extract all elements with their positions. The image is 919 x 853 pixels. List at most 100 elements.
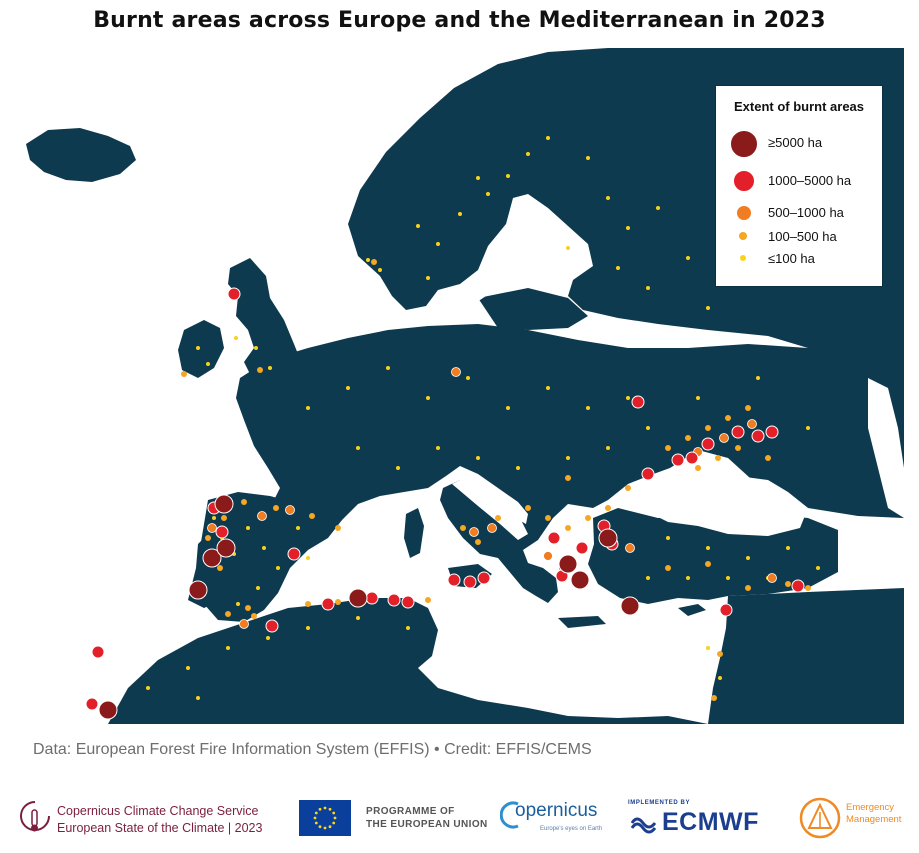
fire-dot	[378, 268, 382, 272]
fire-dot	[656, 206, 660, 210]
fire-dot	[726, 576, 730, 580]
fire-dot	[767, 573, 777, 583]
eu-programme-text: PROGRAMME OF THE EUROPEAN UNION	[366, 805, 488, 831]
legend-dot-icon	[740, 255, 746, 261]
fire-dot	[212, 516, 216, 520]
fire-dot	[605, 505, 611, 511]
eu-stars-icon	[313, 806, 337, 830]
fire-dot	[287, 547, 301, 561]
land-crete	[558, 616, 606, 628]
fire-dot	[711, 695, 717, 701]
c3s-logo-text: Copernicus Climate Change Service Europe…	[57, 803, 262, 837]
fire-dot	[257, 511, 267, 521]
fire-dot	[416, 224, 420, 228]
fire-dot	[546, 136, 550, 140]
fire-dot	[215, 525, 229, 539]
fire-dot	[543, 551, 553, 561]
fire-dot	[506, 406, 510, 410]
fire-dot	[495, 515, 501, 521]
legend-label: ≤100 ha	[768, 251, 815, 266]
land-ireland	[178, 320, 224, 378]
fire-dot	[246, 526, 250, 530]
c3s-line2: European State of the Climate | 2023	[57, 821, 263, 835]
fire-dot	[236, 602, 240, 606]
fire-dot	[646, 426, 650, 430]
fire-dot	[606, 446, 610, 450]
fire-dot	[626, 226, 630, 230]
map-legend: Extent of burnt areas ≥5000 ha 1000–5000…	[715, 85, 883, 287]
fire-dot	[558, 554, 578, 574]
fire-dot	[225, 611, 231, 617]
fire-dot	[756, 376, 760, 380]
fire-dot	[346, 386, 350, 390]
ecmwf-logo-text: ECMWF	[662, 808, 759, 836]
fire-dot	[186, 666, 190, 670]
fire-dot	[216, 538, 236, 558]
fire-dot	[747, 419, 757, 429]
fire-dot	[196, 696, 200, 700]
c3s-line1: Copernicus Climate Change Service	[57, 804, 259, 818]
land-britain	[228, 258, 302, 386]
fire-dot	[285, 505, 295, 515]
fire-dot	[719, 603, 733, 617]
legend-dot-icon	[739, 232, 747, 240]
fire-dot	[356, 446, 360, 450]
source-credit: Data: European Forest Fire Information S…	[33, 741, 592, 758]
black-sea	[640, 468, 808, 536]
fire-dot	[239, 619, 249, 629]
fire-dot	[254, 346, 258, 350]
emergency-management-icon	[799, 797, 841, 839]
fire-dot	[545, 515, 551, 521]
fire-dot	[202, 548, 222, 568]
fire-dot	[262, 546, 266, 550]
land-sardinia	[404, 508, 424, 558]
fire-dot	[305, 601, 311, 607]
fire-dot	[685, 451, 699, 465]
fire-dot	[196, 346, 200, 350]
map-title: Burnt areas across Europe and the Medite…	[93, 8, 826, 33]
fire-dot	[371, 259, 377, 265]
copernicus-c-icon	[500, 801, 519, 829]
land-baltics	[478, 288, 588, 330]
fire-dot	[234, 336, 238, 340]
fire-dot	[646, 286, 650, 290]
fire-dot	[276, 566, 280, 570]
fire-dot	[365, 591, 379, 605]
emergency-management-text: Emergency Management	[846, 802, 901, 826]
caspian-sea	[868, 378, 904, 518]
fire-dot	[566, 456, 570, 460]
fire-dot	[625, 485, 631, 491]
fire-dot	[207, 523, 217, 533]
legend-item-500-1000: 500–1000 ha	[716, 202, 882, 230]
fire-dot	[401, 595, 415, 609]
fire-dot	[436, 242, 440, 246]
fire-dot	[217, 565, 223, 571]
fire-dot	[469, 527, 479, 537]
copernicus-subtitle: Europe's eyes on Earth	[540, 826, 603, 832]
fire-dot	[566, 246, 570, 250]
fire-dot	[406, 626, 410, 630]
fire-dot	[306, 556, 310, 560]
adriatic-sea	[452, 476, 528, 540]
fire-dot	[387, 593, 401, 607]
fire-dot	[631, 395, 645, 409]
fire-dot	[586, 156, 590, 160]
em-line1: Emergency	[846, 802, 895, 813]
fire-dot	[816, 566, 820, 570]
fire-dot	[241, 499, 247, 505]
fire-dot	[565, 525, 571, 531]
fire-dot	[666, 536, 670, 540]
fire-dot	[715, 455, 721, 461]
fire-dot	[765, 455, 771, 461]
fire-dot	[266, 636, 270, 640]
fire-dot	[268, 366, 272, 370]
fire-dot	[425, 597, 431, 603]
fire-dot	[205, 535, 211, 541]
fire-dot	[475, 539, 481, 545]
fire-dot	[335, 599, 341, 605]
eu-line2: THE EUROPEAN UNION	[366, 819, 488, 830]
fire-dot	[705, 561, 711, 567]
fire-dots	[85, 136, 820, 720]
legend-dot-icon	[730, 130, 758, 158]
fire-dot	[296, 526, 300, 530]
